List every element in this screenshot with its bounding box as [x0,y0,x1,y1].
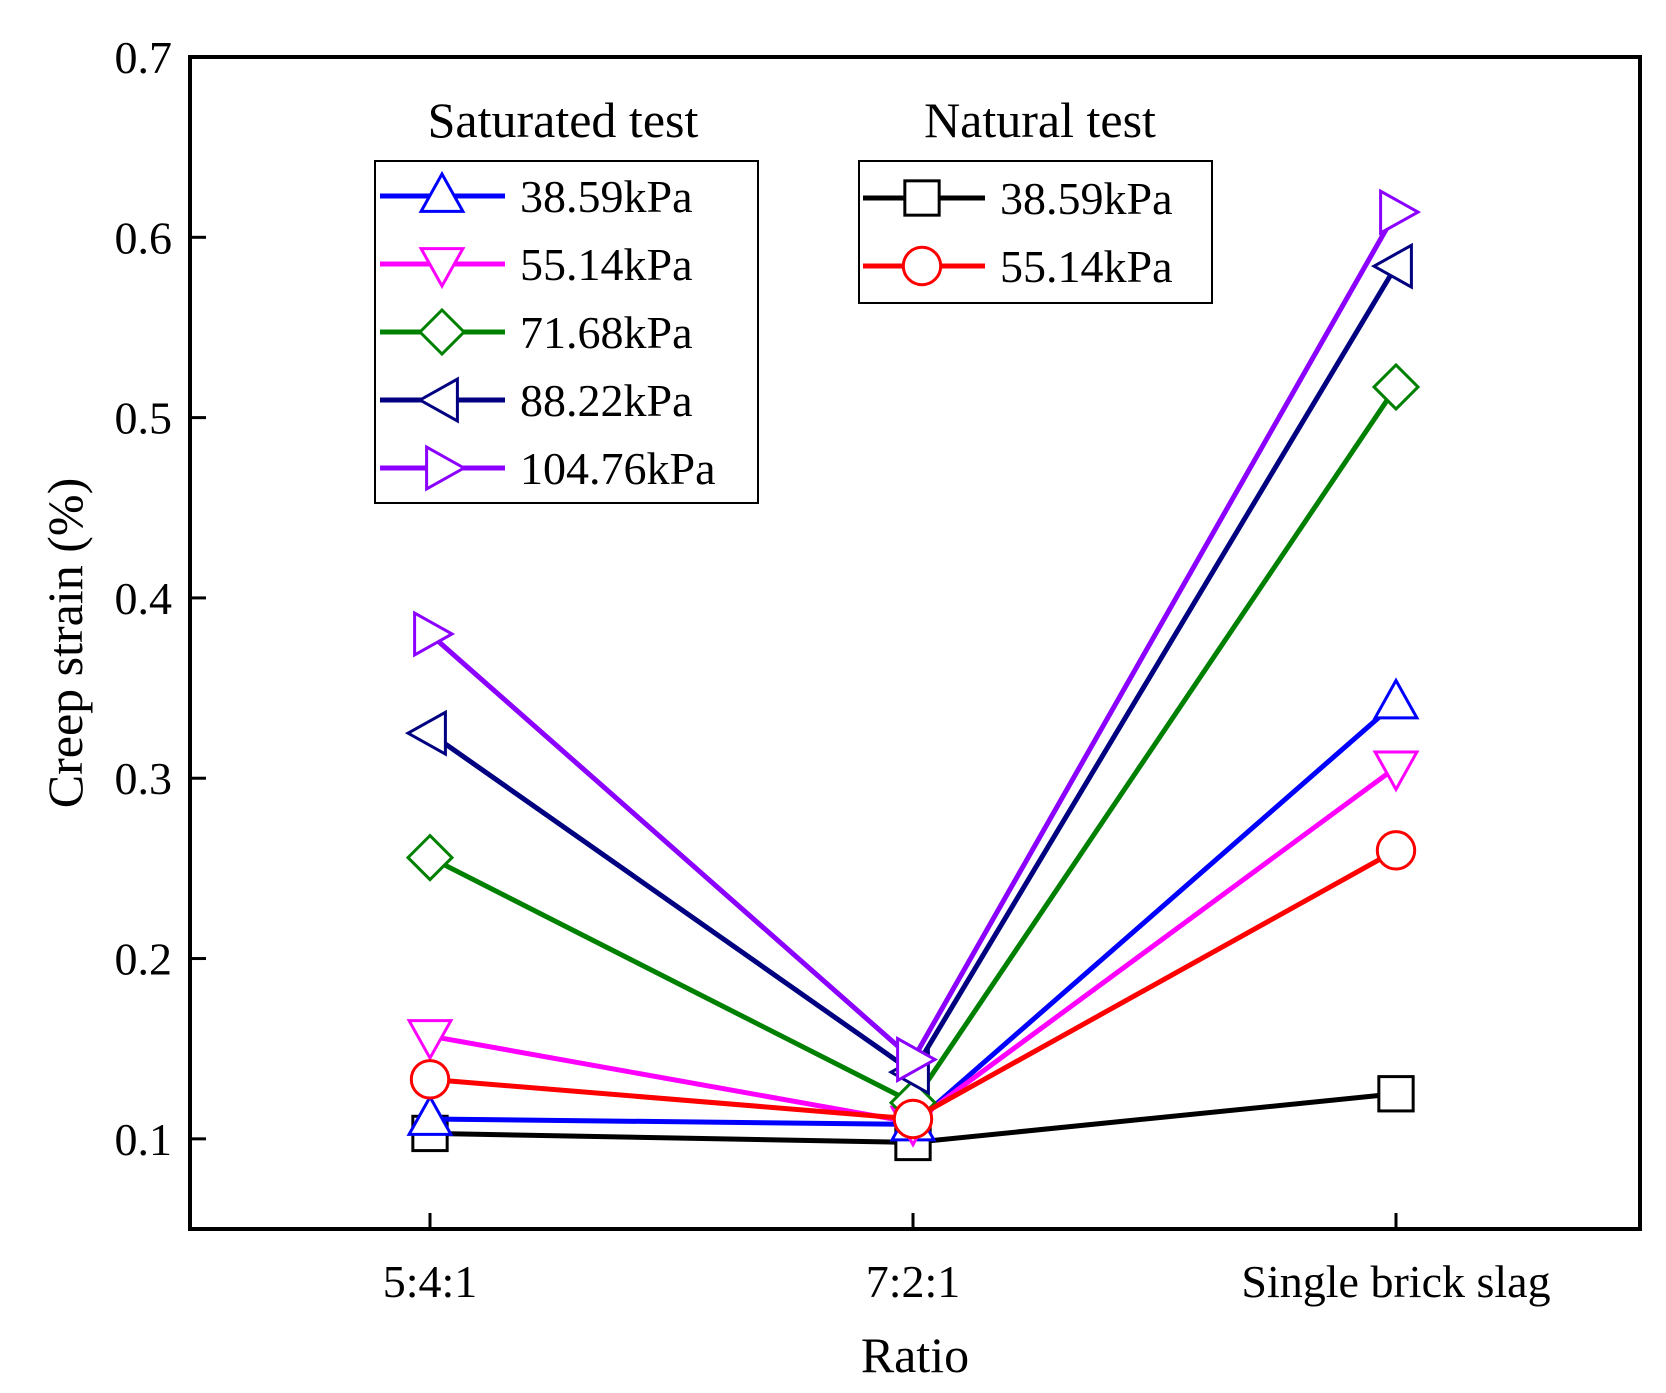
data-point-triangle-right [413,610,456,658]
data-point-diamond [405,833,455,882]
series-saturated-test-104.76kpa [413,188,1422,1083]
y-tick-label: 0.1 [115,1114,173,1165]
plot-frame [188,55,1642,1231]
x-tick-label: Single brick slag [1241,1256,1550,1307]
data-point-triangle-left [404,709,447,757]
y-axis-title: Creep strain (%) [37,478,93,808]
series-layer [404,188,1422,1162]
y-tick-label: 0.6 [115,212,173,263]
legend-marker-circle [901,245,943,287]
legend-label: 38.59kPa [1000,173,1173,224]
data-point-square [1377,1075,1415,1113]
legend-marker-triangle-up [418,170,466,213]
data-point-triangle-left [1370,242,1413,290]
data-point-triangle-down [1372,750,1420,793]
legend-marker-square [903,179,941,217]
legend-marker-diamond [417,307,467,357]
data-point-circle [1375,830,1417,871]
legend-marker-triangle-right [425,444,468,492]
legend-layer: Saturated test 38.59kPa 55.14kPa 71.68kPa 88… [374,92,1213,504]
legend-label: 55.14kPa [1000,241,1173,292]
y-tick-label: 0.3 [115,753,173,804]
y-tick-label: 0.2 [115,934,173,985]
data-point-circle [409,1059,451,1100]
legend-label: 71.68kPa [520,307,693,358]
legend-marker-triangle-left [416,376,459,424]
data-point-diamond [1371,362,1421,412]
data-point-triangle-right [1379,188,1422,236]
legend-label: 38.59kPa [520,171,693,222]
legend-label: 104.76kPa [520,443,716,494]
legend-saturated-test: Saturated test 38.59kPa 55.14kPa 71.68kPa 88… [374,92,759,504]
legend-label: 55.14kPa [520,239,693,290]
data-point-triangle-up [406,1093,454,1136]
legend-title: Natural test [924,92,1156,148]
data-point-triangle-down [406,1019,454,1062]
data-point-circle [892,1098,934,1140]
y-tick-label: 0.5 [115,393,173,444]
legend-marker-triangle-down [418,247,466,290]
legend-label: 88.22kPa [520,375,693,426]
legend-natural-test: Natural test 38.59kPa 55.14kPa [858,92,1213,304]
x-axis-title: Ratio [861,1327,969,1383]
data-point-triangle-up [1372,677,1420,720]
series-natural-test-55.14kpa [409,830,1417,1140]
y-axis: 0.1 0.2 0.3 0.4 0.5 0.6 0.7 [115,32,206,1165]
legend-title: Saturated test [428,92,699,148]
y-tick-label: 0.4 [115,573,173,624]
data-point-triangle-right [896,1036,939,1083]
x-tick-label: 7:2:1 [866,1256,961,1307]
x-tick-label: 5:4:1 [383,1256,478,1307]
y-tick-label: 0.7 [115,32,173,83]
x-axis: 5:4:1 7:2:1 Single brick slag [383,1213,1551,1307]
